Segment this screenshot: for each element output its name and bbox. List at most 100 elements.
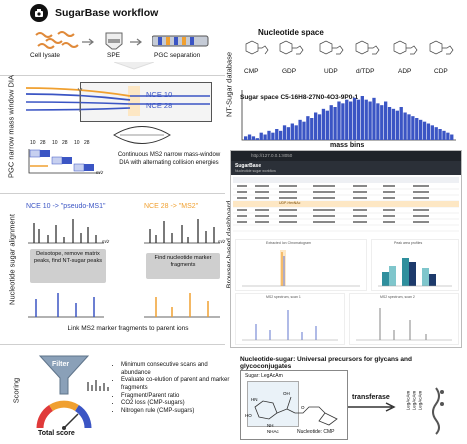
peak-area-bars <box>378 258 452 287</box>
ms2-spectrum <box>144 219 220 244</box>
histogram-bar <box>349 101 353 140</box>
atom-label: HN <box>251 397 258 402</box>
sugar-space-label: Sugar space C5-16H8-27N0-4O3-9P0-1 <box>240 94 359 101</box>
results-table <box>233 177 459 232</box>
pseudo-ms1-header: NCE 10 -> "pseudo-MS1" <box>26 203 106 210</box>
criterion-item: Fragment/Parent ratio <box>121 393 230 401</box>
dia-tick: 28 <box>84 140 90 146</box>
total-score-label: Total score <box>38 430 75 437</box>
criterion-item: CO2 loss (CMP-sugars) <box>121 400 230 408</box>
histogram-bar <box>430 125 434 140</box>
molecule-label: CMP <box>244 68 259 75</box>
divider <box>0 193 225 194</box>
molecule-label: CDP <box>434 68 448 75</box>
histogram-bar <box>395 110 399 140</box>
histogram-bar <box>364 99 368 140</box>
browser-url: http://127.0.0.1:8050 <box>251 153 293 158</box>
header: SugarBase workflow <box>30 4 230 24</box>
eic-chart: Extracted Ion Chromatogram <box>235 239 367 291</box>
mass-bins-label: mass bins <box>330 142 365 149</box>
app-header: SugarBase Nucleotide sugar workflow <box>231 161 461 175</box>
histogram-bar <box>387 107 392 140</box>
criterion-item: Minimum consecutive scans and abundance <box>121 362 230 377</box>
molecule-label: ADP <box>398 68 412 75</box>
histogram-bar <box>403 112 407 140</box>
molecule-label: d/TDP <box>356 68 375 75</box>
collision-cell-icon <box>113 126 171 144</box>
product-label: LegAcAm <box>417 390 423 411</box>
histogram-bar <box>337 101 341 140</box>
histogram-bar <box>294 125 298 140</box>
histogram-bar <box>368 101 372 140</box>
histogram-bar <box>298 119 302 140</box>
glycoconjugate-icon <box>432 387 444 435</box>
browser-bar: http://127.0.0.1:8050 <box>231 151 461 161</box>
spe-cartridge-icon <box>105 32 123 50</box>
atom-label: HO <box>245 413 252 418</box>
histogram-bar <box>360 96 364 140</box>
cell-lysate-label: Cell lysate <box>30 52 60 59</box>
database-panel: Nucleotide space CMP GDP UDP d/TDP ADP C… <box>238 28 460 156</box>
dia-tick: 28 <box>40 140 46 146</box>
nce10-label: NCE 10 <box>146 90 173 99</box>
histogram-bar <box>426 123 431 140</box>
nucleotide-sugar-panel: Nucleotide-sugar: Universal precursors f… <box>240 356 462 442</box>
cell-lysate-icon <box>35 31 79 49</box>
scan-bars-icon <box>87 380 109 391</box>
histogram-bar <box>302 121 306 140</box>
legacam-structure: HN NH NHAc OH HO O <box>245 391 338 434</box>
mass-histogram <box>241 90 456 141</box>
histogram-bar <box>380 105 384 140</box>
histogram-bar <box>275 129 279 140</box>
workflow-row-prep: Cell lysate SPE PGC separation <box>30 30 230 70</box>
histogram-bar <box>333 107 337 140</box>
histogram-bar <box>263 134 267 140</box>
ms2-header: NCE 28 -> "MS2" <box>144 203 199 210</box>
atom-label: NH <box>267 423 274 428</box>
mz-axis-label: m/z <box>102 239 110 244</box>
mz-axis-label: m/z <box>96 170 104 175</box>
histogram-bar <box>271 132 275 140</box>
nts-title: Nucleotide-sugar: Universal precursors f… <box>240 356 412 370</box>
spe-label: SPE <box>107 52 121 59</box>
scoring-criteria: Minimum consecutive scans and abundance … <box>112 362 230 416</box>
peak-area-chart: Peak area profiles <box>371 239 459 291</box>
side-label-alignment: Nucleotide sugar alignment <box>7 214 17 305</box>
histogram-bar <box>422 121 427 140</box>
atom-label: NHAc <box>267 429 280 434</box>
dia-tick: 10 <box>52 140 58 146</box>
product-label: LegAcAm <box>411 390 417 411</box>
criterion-item: Evaluate co-elution of parent and marker… <box>121 377 230 392</box>
mass-window-panel <box>80 82 212 122</box>
deisotope-step: Deisotope, remove matrix peaks, find NT-… <box>30 249 106 283</box>
chart-title: Peak area profiles <box>394 241 423 245</box>
app-subtitle: Nucleotide sugar workflow <box>235 169 276 173</box>
link-caption: Link MS2 marker fragments to parent ions <box>67 325 189 332</box>
nucleotide-space-title: Nucleotide space <box>258 28 324 37</box>
histogram-bar <box>251 136 256 140</box>
down-chevron-icon <box>114 62 154 70</box>
nucleotide-label: Nucleotide: CMP <box>297 429 335 435</box>
histogram-bar <box>321 108 326 140</box>
histogram-bar <box>345 99 349 140</box>
chart-title: MS2 spectrum, scan 2 <box>380 295 415 299</box>
divider <box>0 344 225 345</box>
histogram-bar <box>372 97 376 140</box>
dia-caption: Continuous MS2 narrow mass-window DIA wi… <box>117 152 221 166</box>
histogram-bar <box>286 127 291 140</box>
nce28-label: NCE 28 <box>146 101 173 110</box>
selected-row-label[interactable]: UDP-HexNAc <box>279 201 301 205</box>
logo-icon <box>30 4 48 22</box>
product-label: LegAcAm <box>405 390 411 411</box>
molecule-label: GDP <box>282 68 297 75</box>
histogram-bar <box>407 114 411 140</box>
chart-title: MS2 spectrum, scan 1 <box>266 295 301 299</box>
gauge-icon <box>36 400 92 430</box>
glycan-products: LegAcAm LegAcAm LegAcAm <box>405 378 432 434</box>
ms2-scan1-plot <box>242 310 338 341</box>
chart-title: Extracted Ion Chromatogram <box>266 241 311 245</box>
divider <box>0 75 225 76</box>
structure-box: Sugar: LegAcAm HN NH NHAc OH HO O Nucleo… <box>240 370 348 440</box>
histogram-bar <box>259 132 263 140</box>
dashboard-screenshot: http://127.0.0.1:8050 SugarBase Nucleoti… <box>230 150 462 348</box>
